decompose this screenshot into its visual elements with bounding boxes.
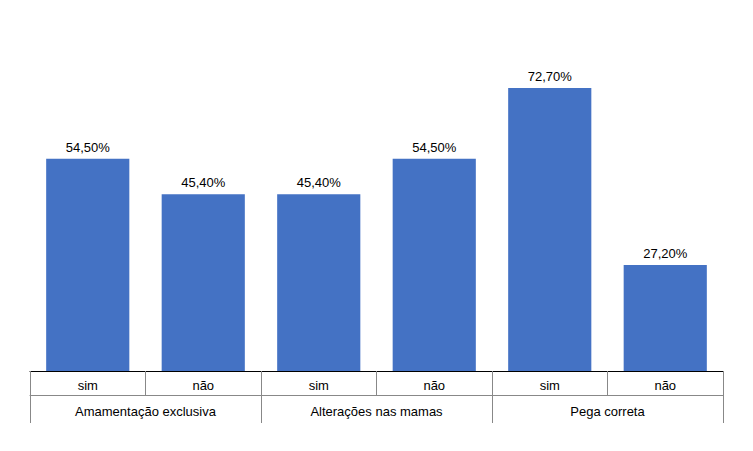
- svg-text:sim: sim: [78, 378, 98, 393]
- svg-text:72,70%: 72,70%: [528, 69, 573, 84]
- svg-text:sim: sim: [540, 378, 560, 393]
- svg-text:não: não: [192, 378, 214, 393]
- svg-text:não: não: [423, 378, 445, 393]
- svg-text:sim: sim: [309, 378, 329, 393]
- svg-text:Pega correta: Pega correta: [570, 404, 645, 419]
- svg-text:45,40%: 45,40%: [297, 175, 342, 190]
- svg-text:54,50%: 54,50%: [66, 140, 111, 155]
- svg-text:45,40%: 45,40%: [181, 175, 226, 190]
- svg-text:27,20%: 27,20%: [643, 246, 688, 261]
- svg-text:54,50%: 54,50%: [412, 140, 457, 155]
- svg-text:não: não: [654, 378, 676, 393]
- svg-text:Alterações nas mamas: Alterações nas mamas: [310, 404, 443, 419]
- svg-text:Amamentação exclusiva: Amamentação exclusiva: [75, 404, 217, 419]
